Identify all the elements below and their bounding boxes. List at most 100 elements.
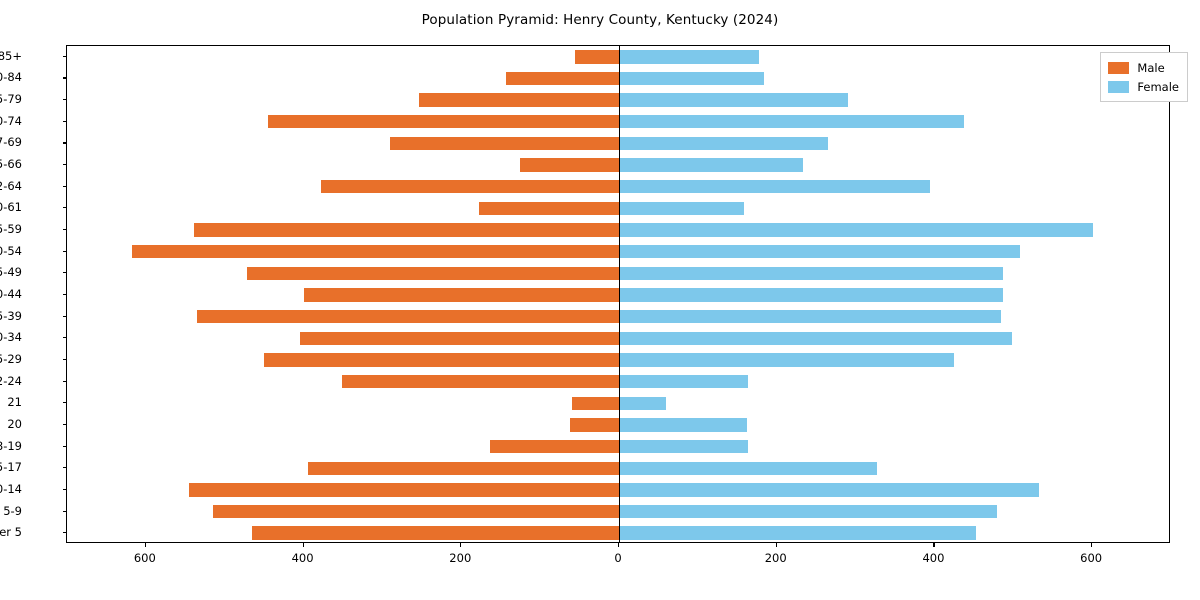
y-tick-mark xyxy=(62,77,66,79)
bar-female-30-34 xyxy=(619,331,1013,345)
y-tick-mark xyxy=(62,423,66,425)
y-tick-label: 50-54 xyxy=(0,243,22,258)
y-tick-label: 30-34 xyxy=(0,330,22,345)
bar-female-5-9 xyxy=(619,504,997,519)
bar-male-65-66 xyxy=(520,158,619,172)
bar-row xyxy=(67,115,1169,129)
y-tick-mark xyxy=(62,142,66,144)
bar-male-62-64 xyxy=(320,180,619,194)
bar-row xyxy=(67,93,1169,107)
bar-female-45-49 xyxy=(619,266,1004,281)
x-tick-label: 400 xyxy=(922,551,945,565)
y-tick-label: 85+ xyxy=(0,48,22,63)
bar-male-30-34 xyxy=(299,331,619,345)
bar-male-75-79 xyxy=(418,93,619,107)
bar-male-10-14 xyxy=(189,483,619,497)
y-tick-mark xyxy=(62,337,66,339)
bar-female-62-64 xyxy=(619,180,930,194)
legend-swatch-male xyxy=(1108,61,1130,74)
y-tick-mark xyxy=(62,185,66,187)
y-tick-label: 35-39 xyxy=(0,308,22,323)
y-tick-mark xyxy=(62,358,66,361)
bar-female-18-19 xyxy=(619,439,748,454)
x-tick-label: 200 xyxy=(449,551,472,565)
y-tick-label: 40-44 xyxy=(0,287,22,301)
bar-row xyxy=(67,180,1169,194)
y-tick-label: 65-66 xyxy=(0,157,22,172)
plot-area xyxy=(66,45,1170,543)
legend-entry-female[interactable]: Female xyxy=(1108,77,1179,96)
bar-female-65-66 xyxy=(619,158,803,172)
bar-row xyxy=(67,288,1169,302)
x-tick-label: 200 xyxy=(764,551,787,565)
bar-male-25-29 xyxy=(264,353,619,367)
y-tick-mark xyxy=(62,445,66,447)
bar-row xyxy=(67,158,1169,172)
y-tick-mark xyxy=(62,250,66,252)
y-tick-label: 55-59 xyxy=(0,222,22,237)
y-tick-label: 10-14 xyxy=(0,481,22,496)
bar-row xyxy=(67,418,1169,432)
bar-female-55-59 xyxy=(619,223,1093,237)
y-tick-label: 67-69 xyxy=(0,135,22,150)
legend-swatch-female xyxy=(1108,80,1130,93)
legend: Male Female xyxy=(1100,52,1188,102)
bar-row xyxy=(67,201,1169,216)
legend-label-female: Female xyxy=(1137,79,1179,94)
bar-male-22-24 xyxy=(342,374,619,389)
bar-male-85- xyxy=(574,50,619,64)
x-tick-label: 600 xyxy=(133,551,156,565)
bar-female-22-24 xyxy=(619,374,749,389)
bar-male-60-61 xyxy=(478,201,619,216)
y-tick-label: 15-17 xyxy=(0,460,22,475)
x-tick-label: 400 xyxy=(291,551,314,565)
bar-male-5-9 xyxy=(212,504,619,519)
bar-row xyxy=(67,71,1169,86)
bar-female-25-29 xyxy=(619,353,955,367)
bar-female-35-39 xyxy=(619,309,1002,324)
y-tick-mark xyxy=(62,207,66,209)
y-tick-label: 70-74 xyxy=(0,113,22,128)
y-tick-mark xyxy=(62,99,66,101)
y-tick-label: 18-19 xyxy=(0,438,22,453)
y-tick-mark xyxy=(62,315,66,317)
x-tick-mark xyxy=(618,543,620,547)
bar-male-35-39 xyxy=(197,309,619,324)
y-tick-label: 20 xyxy=(7,416,22,431)
y-tick-mark xyxy=(62,510,66,512)
bar-row xyxy=(67,50,1169,64)
bar-male-40-44 xyxy=(304,288,619,302)
x-tick-mark xyxy=(460,543,462,547)
bar-female-60-61 xyxy=(619,201,744,216)
legend-entry-male[interactable]: Male xyxy=(1108,58,1179,77)
y-tick-label: 5-9 xyxy=(3,503,22,518)
bar-row xyxy=(67,353,1169,367)
y-tick-label: 45-49 xyxy=(0,265,22,280)
bar-female-80-84 xyxy=(619,71,765,86)
bar-female-67-69 xyxy=(619,136,828,151)
bar-row xyxy=(67,526,1169,540)
bar-male-15-17 xyxy=(308,461,619,475)
y-tick-label: 80-84 xyxy=(0,70,22,85)
x-tick-label: 600 xyxy=(1080,551,1103,565)
x-tick-label: 0 xyxy=(614,551,622,565)
x-tick-mark xyxy=(1091,543,1093,547)
bar-row xyxy=(67,504,1169,519)
bar-row xyxy=(67,309,1169,324)
bar-female-20 xyxy=(619,418,747,432)
chart-title: Population Pyramid: Henry County, Kentuc… xyxy=(421,12,779,28)
y-tick-mark xyxy=(62,488,66,490)
bar-female-70-74 xyxy=(619,115,964,129)
bar-male-21 xyxy=(572,396,619,410)
bar-male-20 xyxy=(570,418,619,432)
bar-row xyxy=(67,483,1169,497)
x-tick-mark xyxy=(933,543,935,547)
y-tick-mark xyxy=(62,294,66,296)
y-tick-mark xyxy=(62,532,66,534)
y-tick-mark xyxy=(62,229,66,231)
bar-female-40-44 xyxy=(619,288,1004,302)
y-tick-label: 62-64 xyxy=(0,178,22,193)
bar-female-85- xyxy=(619,50,759,64)
bar-male-80-84 xyxy=(506,71,619,86)
